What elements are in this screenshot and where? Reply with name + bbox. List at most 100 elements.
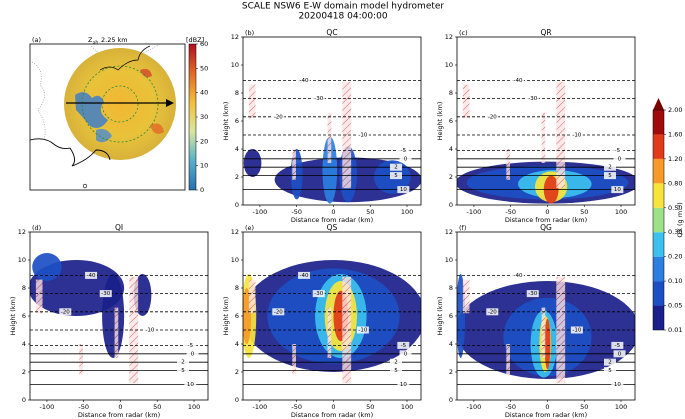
colorbar-extend (653, 98, 664, 110)
contour-label: -5 (401, 343, 407, 349)
contour-label-bg (399, 155, 412, 163)
field-blob (32, 253, 62, 281)
contour-label-bg (397, 146, 410, 154)
panel-letter: (e) (245, 224, 254, 232)
contour-label: -5 (188, 343, 194, 349)
contour-label: -30 (528, 291, 537, 297)
x-axis-label: Distance from radar (km) (291, 216, 373, 224)
contour-label-bg (85, 271, 98, 279)
y-tick-label: 12 (445, 228, 453, 236)
contour-label-bg (184, 341, 197, 349)
y-tick-label: 6 (235, 117, 239, 125)
contour-label-bg (526, 290, 539, 298)
colorbar-bin (653, 134, 664, 159)
y-tick-label: 6 (449, 312, 453, 320)
y-tick-label: 0 (449, 396, 453, 404)
x-tick-label: 100 (401, 403, 413, 411)
convective-hatch (506, 344, 510, 375)
contour-label-bg (143, 326, 156, 334)
colorbar-tick-label: 60 (200, 40, 208, 48)
y-tick-label: 0 (449, 201, 453, 209)
y-tick-label: 6 (449, 117, 453, 125)
panel-title: QS (327, 223, 338, 232)
contour-label: 10 (614, 187, 621, 193)
contour-label-bg (512, 271, 525, 279)
x-tick-label: 50 (580, 403, 588, 411)
contour-label-bg (176, 358, 189, 366)
convective-hatch (129, 276, 139, 384)
y-tick-label: 2 (22, 368, 26, 376)
x-axis-label: Distance from radar (km) (505, 216, 587, 224)
y-tick-label: 8 (449, 284, 453, 292)
colorbar-tick-label: 2.00 (668, 106, 682, 114)
contour-label-bg (272, 113, 285, 121)
contour-label-bg (298, 271, 311, 279)
plot-area: -40 -30 -20 -10 -5 02 5 10 (457, 232, 635, 400)
x-tick-label: 0 (331, 208, 335, 216)
contour-label: -30 (314, 291, 323, 297)
x-tick-label: -100 (467, 403, 482, 411)
contour-label-bg (611, 341, 624, 349)
colorbar-tick-label: 0.20 (668, 253, 682, 261)
contour-label-bg (397, 381, 410, 389)
colorbar-tick-label: 0 (200, 186, 204, 194)
panel-letter: (b) (245, 29, 254, 37)
coastline (29, 138, 111, 167)
contour-label-bg (389, 367, 402, 375)
contour-label: 5 (394, 368, 398, 374)
contour-label: 10 (400, 382, 407, 388)
contour-label-bg (526, 95, 539, 103)
field-blob (243, 149, 262, 177)
contour-label-bg (613, 155, 626, 163)
y-tick-label: 2 (235, 368, 239, 376)
contour-label: -10 (145, 328, 154, 334)
panel-title: QR (540, 28, 551, 37)
contour-label-bg (570, 131, 583, 139)
contour-label: 10 (400, 187, 407, 193)
echo-patch (96, 128, 112, 143)
contour-label-bg (389, 163, 402, 171)
y-axis-label: Height (km) (436, 297, 444, 336)
x-tick-label: 0 (545, 403, 549, 411)
x-tick-label: -50 (505, 208, 516, 216)
colorbar-tick-label: 0.50 (668, 204, 682, 212)
colorbar-bin (653, 305, 664, 330)
x-tick-label: 0 (545, 208, 549, 216)
range-ring (101, 85, 139, 123)
colorbar-bin (653, 232, 664, 257)
contour-label: 5 (394, 173, 398, 179)
y-tick-label: 4 (22, 340, 26, 348)
contour-label-bg (603, 367, 616, 375)
contour-label: 10 (187, 382, 194, 388)
convective-hatch (114, 307, 119, 358)
contour-label: 0 (191, 351, 195, 357)
y-tick-label: 10 (445, 61, 453, 69)
y-tick-label: 8 (235, 284, 239, 292)
y-axis-label: Height (km) (222, 102, 230, 141)
colorbar-bin (653, 183, 664, 208)
contour-label: -5 (615, 343, 621, 349)
contour-label-bg (570, 326, 583, 334)
contour-label-bg (486, 113, 499, 121)
y-tick-label: 8 (22, 284, 26, 292)
panel-letter: (c) (459, 29, 468, 37)
contour-label: -40 (514, 273, 523, 279)
convective-hatch (541, 112, 546, 163)
contour-label: 0 (404, 156, 408, 162)
convective-hatch (327, 112, 332, 163)
contour-label: -20 (488, 309, 497, 315)
island (82, 183, 88, 189)
y-tick-label: 10 (231, 256, 239, 264)
plot-area: -40 -30 -20 -10 -5 02 5 10 (243, 232, 421, 400)
y-tick-label: 12 (231, 228, 239, 236)
x-tick-label: 50 (580, 208, 588, 216)
contour-label: -30 (528, 96, 537, 102)
y-tick-label: 12 (18, 228, 26, 236)
y-axis-label: Height (km) (436, 102, 444, 141)
y-tick-label: 4 (449, 145, 453, 153)
map-title: Z (88, 36, 93, 44)
map-panel: (a) Z sh 2.25 km [dBZ] (29, 36, 204, 191)
contour-label-bg (397, 186, 410, 194)
convective-hatch (248, 84, 256, 119)
border (31, 61, 46, 141)
